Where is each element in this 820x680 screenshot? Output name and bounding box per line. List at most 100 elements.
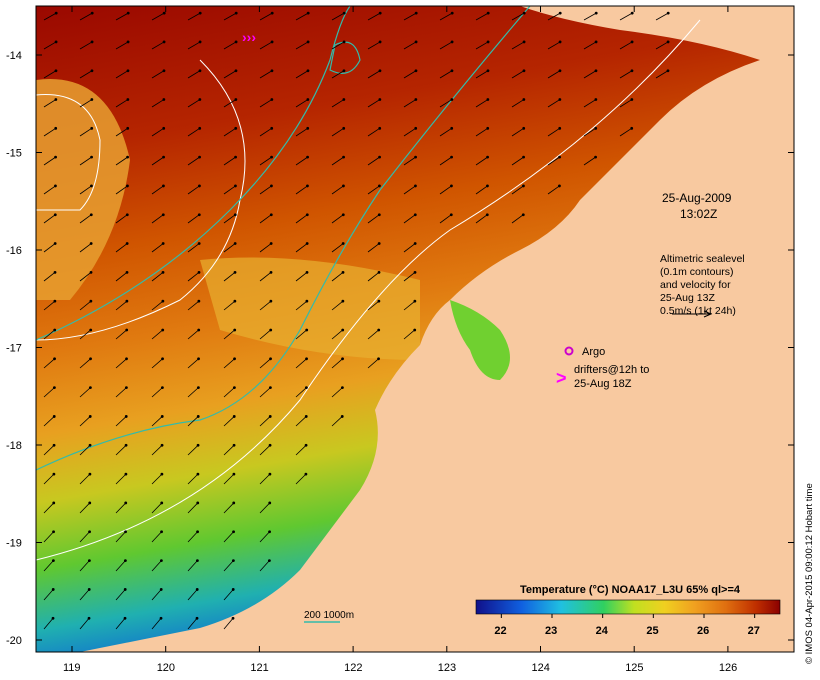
velocity-arrow-head xyxy=(414,98,418,101)
lon-tick-label: 119 xyxy=(63,662,81,674)
velocity-arrow xyxy=(259,444,271,456)
velocity-arrow-head xyxy=(123,588,127,591)
velocity-arrow-head xyxy=(89,213,93,217)
velocity-arrow-head xyxy=(666,40,670,44)
velocity-arrow xyxy=(187,589,198,601)
velocity-arrow-head xyxy=(377,213,381,217)
velocity-arrow-head xyxy=(414,184,417,188)
velocity-arrow-head xyxy=(198,98,202,101)
velocity-arrow xyxy=(259,99,273,108)
sealevel-contour xyxy=(36,19,701,561)
velocity-arrow xyxy=(475,214,488,224)
velocity-arrow xyxy=(439,12,453,21)
velocity-arrow-head xyxy=(52,501,56,505)
velocity-arrow-head xyxy=(305,270,309,274)
velocity-arrow-head xyxy=(87,616,91,620)
velocity-arrow-head xyxy=(267,559,271,563)
velocity-arrow xyxy=(367,329,379,340)
velocity-arrow-head xyxy=(341,242,345,245)
velocity-arrow-head xyxy=(414,11,418,15)
velocity-arrow xyxy=(187,214,200,224)
lon-tick-label: 124 xyxy=(532,662,550,674)
velocity-arrow-head xyxy=(53,299,57,303)
velocity-arrow xyxy=(295,329,307,340)
velocity-arrow xyxy=(115,589,126,601)
velocity-arrow xyxy=(151,300,164,311)
velocity-arrow xyxy=(43,272,56,282)
velocity-arrow-head xyxy=(54,69,58,73)
velocity-arrow xyxy=(259,156,272,166)
velocity-arrow-head xyxy=(195,588,199,591)
velocity-arrow-head xyxy=(558,126,562,130)
velocity-arrow xyxy=(259,416,271,427)
velocity-arrow-head xyxy=(270,11,274,15)
velocity-arrow xyxy=(223,272,236,282)
velocity-arrow-head xyxy=(162,184,165,188)
velocity-arrow xyxy=(187,41,201,50)
velocity-arrow-head xyxy=(234,98,238,101)
drifters-label-2: 25-Aug 18Z xyxy=(574,378,632,390)
velocity-arrow-head xyxy=(90,40,94,44)
velocity-arrow-head xyxy=(87,559,91,563)
velocity-arrow xyxy=(619,41,633,50)
velocity-arrow-head xyxy=(342,126,346,130)
velocity-arrow xyxy=(223,243,236,253)
velocity-arrow xyxy=(583,70,597,79)
velocity-arrow-head xyxy=(269,328,273,332)
velocity-arrow-head xyxy=(197,213,201,217)
velocity-arrow xyxy=(151,560,162,572)
velocity-arrow-head xyxy=(161,270,165,274)
velocity-arrow xyxy=(259,185,272,195)
velocity-arrow-head xyxy=(340,415,344,418)
velocity-arrow xyxy=(511,12,525,21)
velocity-arrow xyxy=(43,416,55,427)
velocity-arrow xyxy=(115,272,128,282)
altimetry-line: 25-Aug 13Z xyxy=(660,292,715,304)
velocity-arrow xyxy=(295,358,307,369)
velocity-arrow-head xyxy=(305,213,309,217)
velocity-arrow xyxy=(43,502,55,514)
velocity-arrow xyxy=(403,127,416,137)
velocity-arrow xyxy=(331,329,343,340)
velocity-arrow xyxy=(367,272,380,282)
velocity-arrow-head xyxy=(342,184,345,188)
velocity-arrow xyxy=(151,99,165,108)
velocity-arrow xyxy=(79,329,91,340)
velocity-arrow xyxy=(79,99,93,108)
velocity-arrow xyxy=(187,473,199,485)
lon-tick-label: 123 xyxy=(438,662,456,674)
velocity-arrow xyxy=(115,531,126,543)
velocity-arrow xyxy=(115,156,128,166)
velocity-arrow xyxy=(259,300,272,311)
velocity-arrow xyxy=(331,41,345,50)
date-label: 25-Aug-2009 xyxy=(662,191,732,205)
velocity-arrow-head xyxy=(414,40,418,44)
velocity-arrow xyxy=(223,185,236,195)
velocity-arrow xyxy=(511,214,524,224)
velocity-arrow xyxy=(223,560,234,572)
velocity-arrow xyxy=(115,243,128,253)
velocity-arrow xyxy=(43,127,56,137)
altimetry-line: Altimetric sealevel xyxy=(660,253,745,265)
velocity-arrow xyxy=(79,127,92,137)
velocity-arrow-head xyxy=(125,270,129,274)
velocity-arrow-head xyxy=(522,184,525,188)
velocity-arrow xyxy=(439,99,453,108)
velocity-arrow-head xyxy=(377,270,381,274)
velocity-arrow-head xyxy=(450,11,454,15)
velocity-arrow-head xyxy=(486,69,490,73)
velocity-arrow-head xyxy=(54,40,58,44)
velocity-arrow xyxy=(403,41,417,50)
velocity-arrow xyxy=(79,300,92,311)
colorbar-tick-label: 22 xyxy=(494,625,506,637)
velocity-arrow xyxy=(511,185,524,195)
velocity-arrow xyxy=(79,416,91,427)
velocity-arrow xyxy=(259,272,272,282)
velocity-arrow xyxy=(79,473,91,485)
velocity-arrow-head xyxy=(232,472,236,476)
velocity-arrow-head xyxy=(522,98,526,101)
velocity-arrow-head xyxy=(160,501,164,505)
velocity-arrow xyxy=(295,99,309,108)
latitude-axis: -14 -15 -16 -17 -18 -19 -20 xyxy=(6,50,794,647)
